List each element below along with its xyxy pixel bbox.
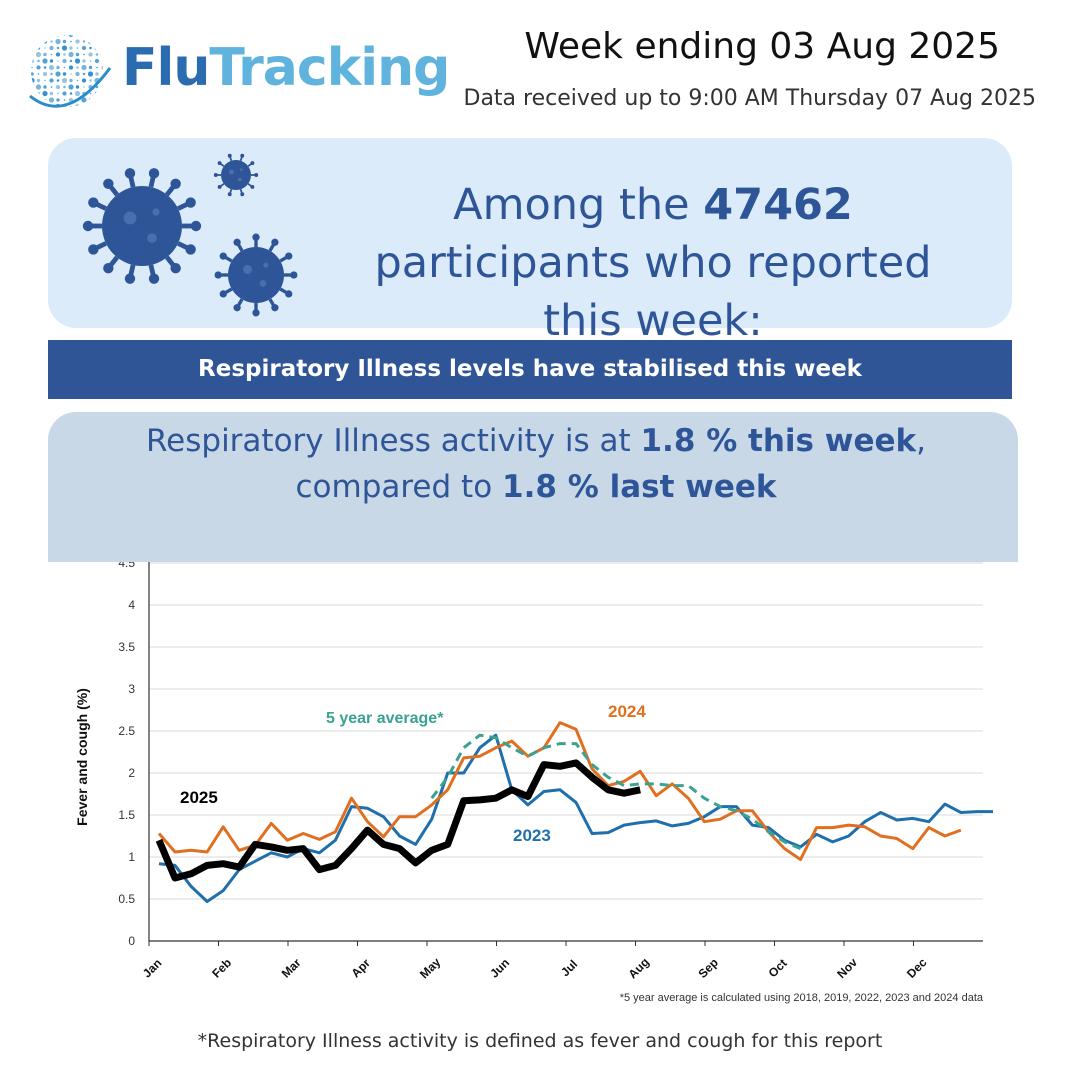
logo-flu: Flu (122, 38, 210, 98)
series-line-2024 (157, 721, 962, 861)
flutracking-logo: FluTracking (22, 26, 450, 116)
chart-footnote: *5 year average is calculated using 2018… (620, 992, 984, 1004)
virus-small-icon (213, 153, 259, 197)
virus-medium-icon (214, 233, 298, 317)
logo-wordmark: FluTracking (122, 38, 450, 98)
series-line-2025 (155, 759, 641, 882)
week-ending: Week ending 03 Aug 2025 (524, 26, 1000, 67)
x-tick-label: Dec (904, 955, 930, 981)
y-tick-label: 4 (128, 598, 135, 612)
series-label: 2025 (180, 788, 218, 807)
activity-text-1: Respiratory Illness activity is at (146, 423, 641, 459)
activity-this-week: 1.8 % this week (640, 423, 917, 459)
series-line-5-year-average (430, 733, 802, 850)
y-tick-label: 1 (128, 850, 135, 864)
series-label: 2023 (513, 826, 551, 845)
x-tick-label: Nov (834, 955, 860, 981)
y-tick-label: 4.5 (118, 562, 135, 570)
definition-footnote: *Respiratory Illness activity is defined… (197, 1030, 883, 1052)
y-axis-label: Fever and cough (%) (74, 688, 90, 826)
y-tick-label: 0.5 (118, 892, 135, 906)
globe-logo-icon (29, 35, 112, 108)
y-tick-label: 0 (128, 934, 135, 948)
series-label: 2024 (608, 702, 646, 721)
y-tick-label: 1.5 (118, 808, 135, 822)
logo-tracking: Tracking (209, 38, 450, 98)
x-tick-label: Apr (348, 956, 373, 981)
y-tick-label: 2 (128, 766, 135, 780)
among-suffix: participants who reported this week: (374, 238, 932, 346)
y-tick-label: 3 (128, 682, 135, 696)
x-tick-label: May (417, 955, 444, 982)
x-tick-label: Jan (140, 956, 165, 981)
fever-cough-chart: 0 0.5 1 1.5 2 2.5 3 3.5 4 4.5 Fever and cough (%) J… (74, 562, 993, 1004)
activity-last-week: 1.8 % last week (502, 469, 777, 505)
y-tick-label: 2.5 (118, 724, 135, 738)
x-tick-label: Aug (625, 955, 651, 981)
participant-count: 47462 (703, 180, 853, 230)
series-label: 5 year average* (326, 710, 444, 727)
x-tick-label: Oct (766, 956, 790, 980)
activity-panel: Respiratory Illness activity is at 1.8 %… (48, 412, 1018, 562)
x-tick-label: Jul (558, 957, 580, 979)
x-tick-label: Sep (695, 955, 720, 980)
virus-icon (82, 168, 202, 284)
x-tick-label: Feb (209, 956, 234, 981)
participants-statement: Among the 47462 participants who reporte… (348, 176, 958, 350)
among-prefix: Among the (453, 180, 704, 230)
activity-statement: Respiratory Illness activity is at 1.8 %… (66, 418, 1006, 510)
activity-text-2: , compared to (295, 423, 926, 505)
x-tick-label: Jun (487, 956, 512, 981)
y-tick-label: 3.5 (118, 640, 135, 654)
data-received: Data received up to 9:00 AM Thursday 07 … (463, 86, 1037, 111)
x-tick-label: Mar (279, 955, 304, 980)
participants-panel: Among the 47462 participants who reporte… (48, 138, 1012, 346)
status-banner: Respiratory Illness levels have stabilis… (48, 340, 1012, 399)
